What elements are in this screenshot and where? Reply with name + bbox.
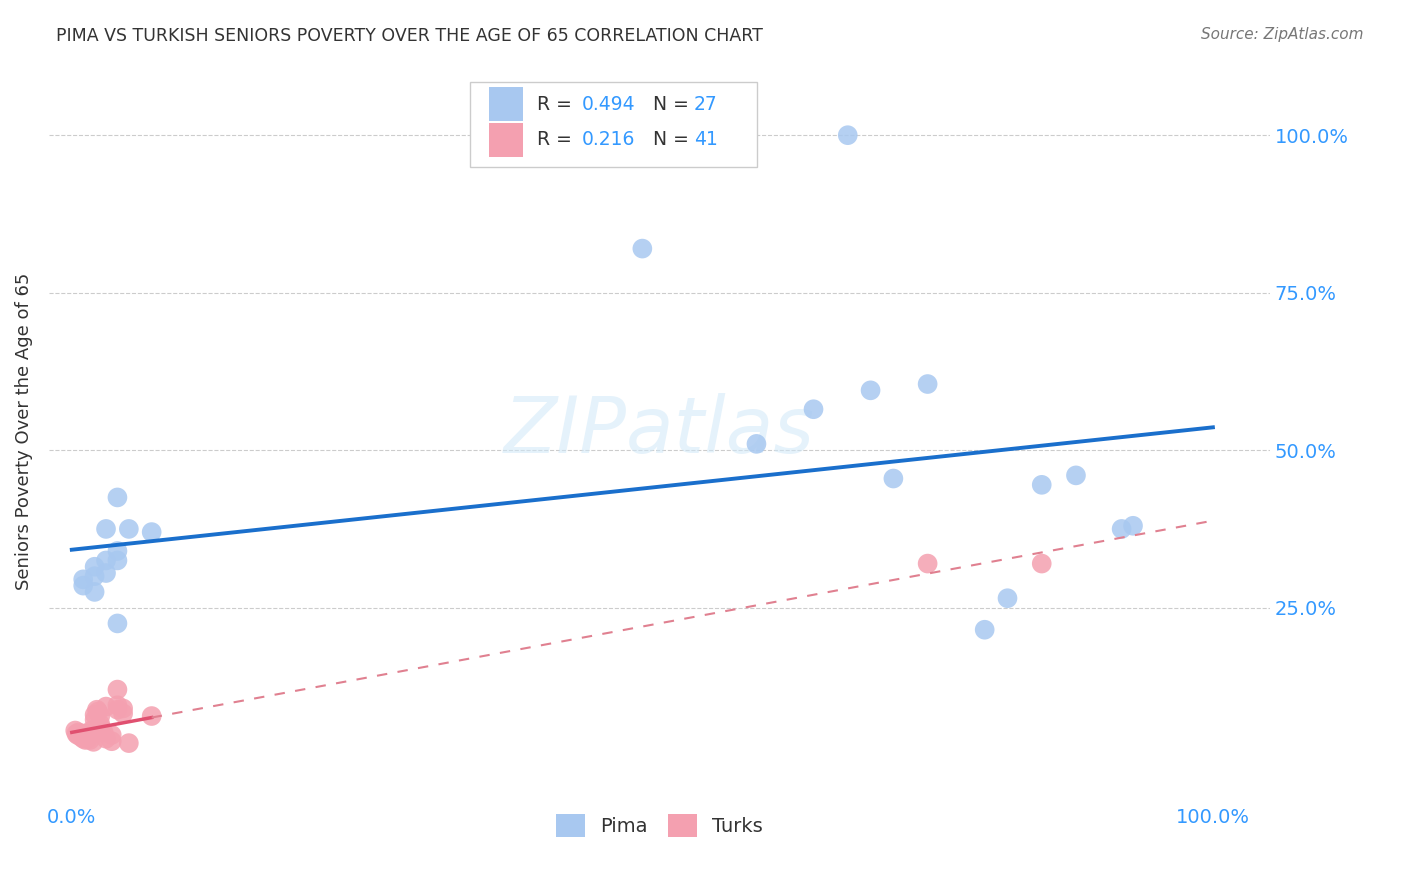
Point: [89, 709, 111, 723]
Text: 0.216: 0.216: [581, 130, 634, 149]
Point: [107, 544, 129, 558]
Point: [1031, 478, 1053, 492]
FancyBboxPatch shape: [470, 82, 758, 168]
Point: [65, 726, 87, 740]
Point: [1111, 522, 1133, 536]
Text: 41: 41: [693, 130, 717, 149]
Point: [107, 682, 129, 697]
Point: [859, 384, 882, 398]
Point: [94, 731, 117, 746]
Text: N =: N =: [636, 130, 695, 149]
Point: [745, 437, 768, 451]
Point: [917, 377, 939, 392]
Point: [82, 726, 104, 740]
Text: PIMA VS TURKISH SENIORS POVERTY OVER THE AGE OF 65 CORRELATION CHART: PIMA VS TURKISH SENIORS POVERTY OVER THE…: [56, 27, 763, 45]
Point: [631, 242, 654, 256]
Point: [997, 591, 1019, 606]
Point: [80, 723, 103, 738]
Point: [72, 579, 94, 593]
Point: [83, 559, 105, 574]
Text: 27: 27: [693, 95, 717, 113]
Point: [72, 731, 94, 746]
Point: [83, 585, 105, 599]
Point: [107, 698, 129, 713]
Point: [75, 733, 97, 747]
Point: [72, 572, 94, 586]
Point: [66, 728, 89, 742]
FancyBboxPatch shape: [488, 123, 523, 157]
Point: [82, 735, 104, 749]
FancyBboxPatch shape: [488, 87, 523, 121]
Point: [94, 566, 117, 580]
Point: [72, 730, 94, 744]
Point: [141, 524, 163, 539]
Point: [1031, 557, 1053, 571]
Point: [72, 726, 94, 740]
Point: [94, 699, 117, 714]
Point: [83, 569, 105, 583]
Point: [837, 128, 859, 143]
Point: [89, 717, 111, 731]
Point: [112, 706, 135, 721]
Point: [803, 402, 825, 417]
Text: ZIPatlas: ZIPatlas: [503, 393, 815, 469]
Point: [70, 730, 93, 744]
Point: [93, 725, 115, 739]
Point: [1064, 468, 1087, 483]
Point: [973, 623, 995, 637]
Text: N =: N =: [636, 95, 695, 113]
Point: [77, 726, 100, 740]
Point: [107, 616, 129, 631]
Point: [79, 733, 101, 747]
Point: [100, 728, 122, 742]
Point: [1122, 518, 1144, 533]
Point: [67, 725, 90, 739]
Point: [94, 522, 117, 536]
Point: [83, 713, 105, 727]
Point: [90, 722, 112, 736]
Point: [63, 723, 86, 738]
Point: [86, 703, 108, 717]
Point: [107, 553, 129, 567]
Point: [77, 729, 100, 743]
Point: [87, 705, 110, 719]
Point: [107, 703, 129, 717]
Y-axis label: Seniors Poverty Over the Age of 65: Seniors Poverty Over the Age of 65: [15, 273, 32, 590]
Point: [83, 707, 105, 722]
Point: [75, 729, 97, 743]
Point: [141, 709, 163, 723]
Point: [107, 491, 129, 505]
Text: R =: R =: [537, 95, 578, 113]
Text: Source: ZipAtlas.com: Source: ZipAtlas.com: [1201, 27, 1364, 42]
Point: [882, 471, 904, 485]
Point: [917, 557, 939, 571]
Point: [69, 728, 91, 742]
Text: R =: R =: [537, 130, 578, 149]
Point: [118, 522, 141, 536]
Legend: Pima, Turks: Pima, Turks: [548, 806, 770, 846]
Point: [76, 731, 98, 746]
Point: [70, 726, 93, 740]
Text: 0.494: 0.494: [581, 95, 636, 113]
Point: [76, 730, 98, 744]
Point: [118, 736, 141, 750]
Point: [112, 701, 135, 715]
Point: [94, 553, 117, 567]
Point: [100, 734, 122, 748]
